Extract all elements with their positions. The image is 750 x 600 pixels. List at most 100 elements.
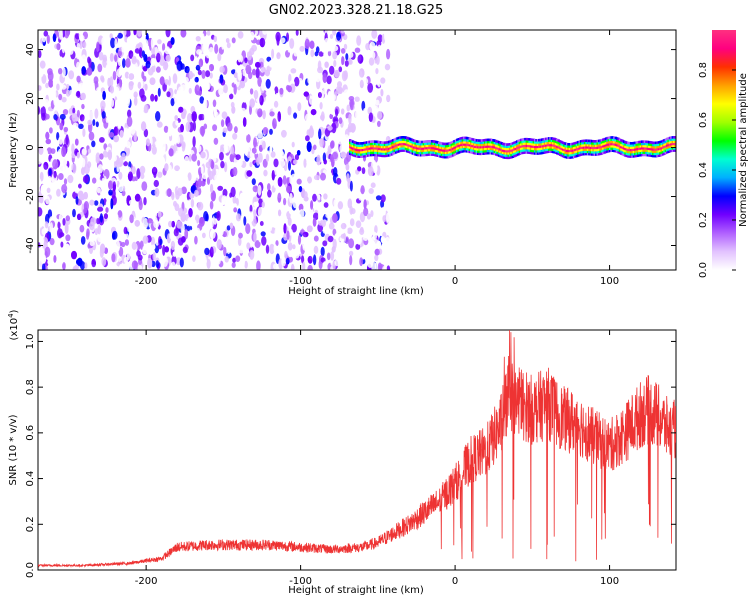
spectrogram-cell [547, 148, 551, 151]
spectrogram-cell [364, 152, 367, 156]
spectrogram-cell [421, 145, 424, 148]
spectrogram-cell [508, 154, 512, 157]
spectrogram-cell [357, 142, 360, 145]
spectrogram-cell [246, 134, 251, 143]
spectrogram-cell [44, 120, 48, 130]
spectrogram-cell [621, 141, 624, 145]
spectrogram-cell [368, 147, 371, 150]
spectrogram-cell [68, 70, 75, 80]
spectrogram-cell [575, 148, 579, 151]
spectrogram-cell [559, 153, 562, 156]
spectrogram-cell [141, 148, 145, 157]
y-tick-label: 0.4 [25, 471, 36, 487]
spectrogram-cell [520, 147, 523, 151]
spectrogram-cell [99, 137, 105, 143]
spectrogram-cell [240, 107, 247, 115]
spectrogram-cell [629, 148, 633, 152]
spectrogram-cell [133, 30, 137, 36]
spectrogram-cell [372, 144, 376, 148]
spectrogram-cell [226, 245, 231, 255]
spectrogram-cell [332, 51, 338, 60]
spectrogram-cell [577, 140, 580, 144]
spectrogram-cell [529, 147, 533, 150]
spectrogram-cell [414, 139, 417, 143]
spectrogram-cell [668, 141, 672, 144]
spectrogram-cell [98, 81, 102, 88]
y-tick-label: 0.2 [25, 516, 36, 532]
spectrogram-cell [143, 104, 149, 114]
spectrogram-cell [553, 146, 556, 150]
spectrogram-cell [424, 144, 427, 148]
spectrogram-cell [368, 140, 371, 144]
spectrogram-cell [349, 152, 352, 155]
spectrogram-cell [150, 38, 154, 49]
spectrogram-cell [393, 145, 396, 148]
spectrogram-cell [451, 149, 455, 153]
spectrogram-cell [545, 139, 548, 143]
spectrogram-cell [205, 70, 211, 78]
spectrogram-cell [211, 168, 217, 176]
spectrogram-cell [307, 176, 312, 184]
spectrogram-cell [56, 43, 61, 51]
spectrogram-cell [529, 149, 533, 152]
spectrogram-cell [559, 142, 562, 145]
spectrogram-cell [645, 149, 648, 152]
spectrogram-cell [130, 147, 135, 154]
spectrogram-cell [291, 183, 296, 191]
spectrogram-cell [514, 141, 517, 144]
spectrogram-cell [273, 263, 277, 270]
spectrogram-cell [481, 139, 484, 142]
spectrogram-cell [554, 144, 558, 148]
spectrogram-cell [363, 199, 367, 210]
spectrogram-cell [269, 111, 275, 117]
spectrogram-cell [424, 151, 427, 154]
spectrogram-cell [354, 148, 357, 151]
spectrogram-cell [43, 205, 48, 215]
spectrogram-cell [528, 151, 531, 154]
spectrogram-cell [361, 146, 364, 149]
spectrogram-cell [458, 139, 462, 143]
spectrogram-cell [370, 210, 374, 218]
spectrogram-cell [367, 143, 370, 146]
spectrogram-cell [150, 93, 155, 102]
spectrogram-cell [497, 154, 501, 157]
spectrogram-cell [91, 82, 95, 94]
spectrogram-cell [315, 118, 319, 128]
spectrogram-cell [351, 147, 355, 150]
spectrogram-cell [265, 199, 270, 208]
spectrogram-cell [654, 152, 658, 156]
snr-line [38, 330, 676, 568]
spectrogram-cell [256, 260, 261, 270]
spectrogram-cell [198, 114, 203, 121]
spectrogram-cell [266, 223, 273, 232]
spectrogram-cell [575, 150, 579, 153]
spectrogram-cell [568, 156, 572, 159]
spectrogram-cell [546, 137, 549, 140]
spectrogram-cell [589, 150, 592, 154]
spectrogram-cell [121, 152, 126, 161]
spectrogram-cell [320, 172, 326, 181]
spectrogram-cell [616, 143, 619, 147]
spectrogram-cell [386, 147, 389, 151]
spectrogram-cell [83, 201, 89, 211]
spectrogram-cell [472, 138, 476, 142]
spectrogram-cell [674, 147, 676, 150]
spectrogram-cell [525, 137, 528, 141]
spectrogram-cell [401, 149, 405, 152]
spectrogram-cell [604, 148, 608, 151]
spectrogram-cell [345, 163, 350, 171]
spectrogram-cell [596, 148, 599, 152]
spectrogram-cell [337, 135, 344, 145]
spectrogram-cell [584, 146, 587, 149]
spectrogram-cell [388, 140, 391, 144]
spectrogram-cell [424, 147, 427, 150]
spectrogram-cell [563, 146, 566, 149]
spectrogram-cell [376, 151, 380, 155]
spectrogram-cell [127, 171, 133, 182]
spectrogram-cell [497, 143, 501, 146]
spectrogram-cell [123, 127, 129, 137]
spectrogram-cell [410, 147, 413, 150]
spectrogram-cell [51, 89, 57, 100]
spectrogram-cell [668, 136, 672, 140]
